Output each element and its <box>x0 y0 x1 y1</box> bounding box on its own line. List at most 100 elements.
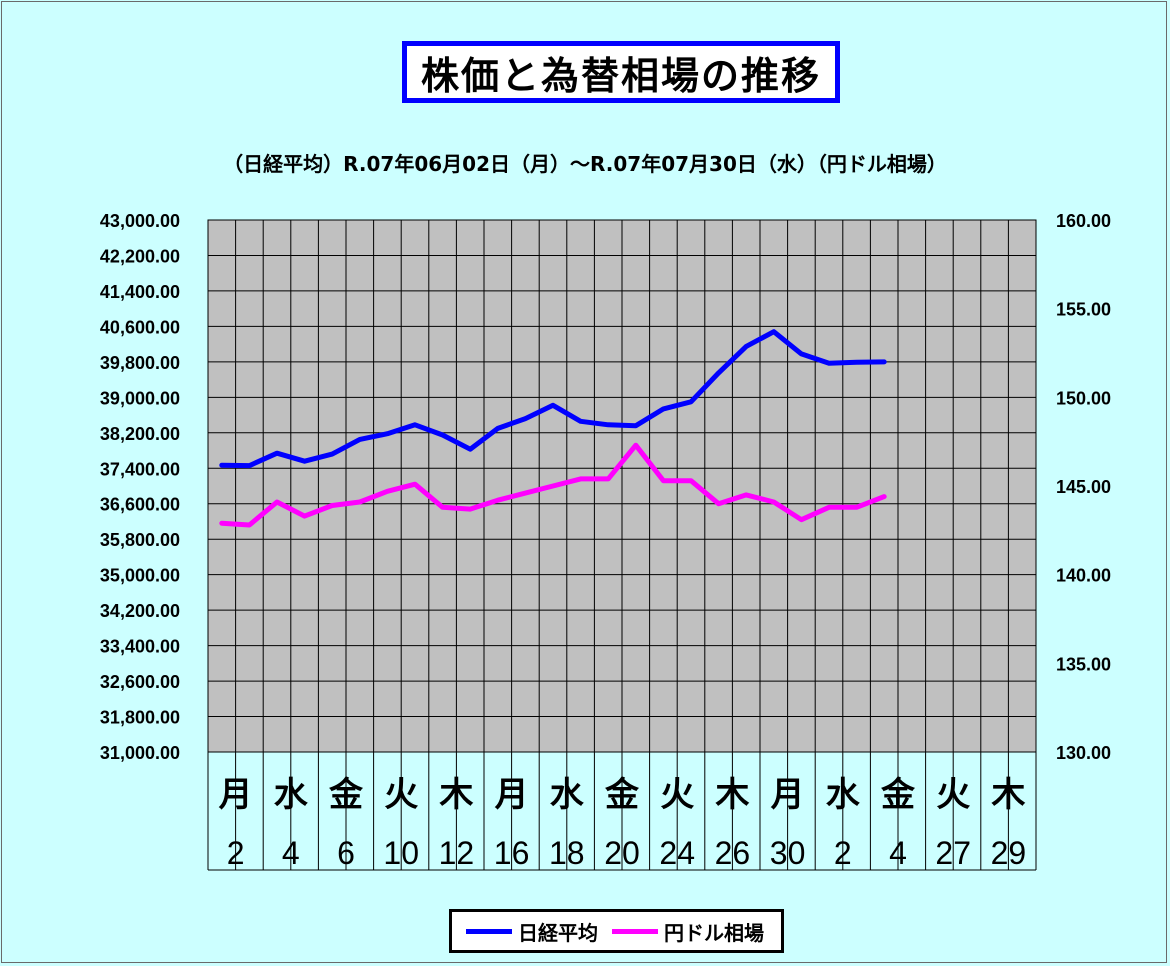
data-point-nikkei <box>523 417 527 421</box>
data-point-usdjpy <box>330 504 334 508</box>
data-point-nikkei <box>579 419 583 423</box>
y-left-tick-label: 39,000.00 <box>100 388 180 408</box>
y-left-tick-label: 32,600.00 <box>100 672 180 692</box>
y-left-tick-label: 38,200.00 <box>100 424 180 444</box>
data-point-usdjpy <box>413 482 417 486</box>
x-weekday-label: 月 <box>771 775 805 815</box>
x-weekday-label: 水 <box>550 775 585 815</box>
data-point-usdjpy <box>882 495 886 499</box>
data-point-nikkei <box>717 371 721 375</box>
data-point-nikkei <box>634 424 638 428</box>
legend-swatch-usdjpy <box>612 928 658 934</box>
y-right-tick-label: 130.00 <box>1056 743 1111 763</box>
y-right-tick-label: 140.00 <box>1056 566 1111 586</box>
chart-legend: 日経平均 円ドル相場 <box>449 909 784 953</box>
data-point-usdjpy <box>606 477 610 481</box>
x-date-label: 6 <box>337 835 355 871</box>
data-point-usdjpy <box>468 507 472 511</box>
data-point-nikkei <box>247 464 251 468</box>
data-point-usdjpy <box>220 521 224 525</box>
x-weekday-label: 水 <box>826 775 861 815</box>
x-weekday-label: 火 <box>660 775 694 815</box>
data-point-nikkei <box>303 459 307 463</box>
x-date-label: 16 <box>494 835 530 871</box>
data-point-usdjpy <box>303 514 307 518</box>
data-point-nikkei <box>882 360 886 364</box>
data-point-nikkei <box>441 433 445 437</box>
data-point-usdjpy <box>855 505 859 509</box>
x-weekday-label: 火 <box>384 775 418 815</box>
data-point-nikkei <box>358 437 362 441</box>
data-point-nikkei <box>855 360 859 364</box>
legend-label-nikkei: 日経平均 <box>518 920 598 945</box>
x-date-label: 18 <box>549 835 585 871</box>
y-left-tick-label: 31,000.00 <box>100 743 180 763</box>
data-point-usdjpy <box>441 505 445 509</box>
x-weekday-label: 木 <box>990 775 1025 815</box>
data-point-nikkei <box>220 463 224 467</box>
y-left-tick-label: 37,400.00 <box>100 459 180 479</box>
data-point-nikkei <box>496 426 500 430</box>
data-point-nikkei <box>827 361 831 365</box>
data-point-nikkei <box>385 432 389 436</box>
x-date-label: 29 <box>991 835 1027 871</box>
legend-label-usdjpy: 円ドル相場 <box>664 920 764 945</box>
x-date-label: 26 <box>715 835 751 871</box>
y-left-tick-label: 35,800.00 <box>100 530 180 550</box>
chart-subtitle: （日経平均）R.07年06月02日（月）～R.07年07月30日（水）（円ドル相… <box>223 152 947 176</box>
y-left-tick-label: 39,800.00 <box>100 353 180 373</box>
x-weekday-label: 金 <box>604 775 640 815</box>
data-point-usdjpy <box>799 518 803 522</box>
x-date-label: 27 <box>935 835 971 871</box>
data-point-usdjpy <box>523 491 527 495</box>
y-right-tick-label: 145.00 <box>1056 477 1111 497</box>
chart-title: 株価と為替相場の推移 <box>402 41 840 103</box>
x-weekday-label: 金 <box>880 775 916 815</box>
data-point-usdjpy <box>579 477 583 481</box>
data-point-nikkei <box>551 403 555 407</box>
legend-item-usdjpy: 円ドル相場 <box>612 917 764 946</box>
y-left-tick-label: 33,400.00 <box>100 637 180 657</box>
data-point-nikkei <box>606 423 610 427</box>
y-left-tick-label: 31,800.00 <box>100 708 180 728</box>
data-point-usdjpy <box>772 500 776 504</box>
y-left-tick-label: 41,400.00 <box>100 282 180 302</box>
data-point-nikkei <box>799 352 803 356</box>
data-point-usdjpy <box>661 479 665 483</box>
data-point-usdjpy <box>717 502 721 506</box>
data-point-nikkei <box>744 344 748 348</box>
data-point-nikkei <box>468 447 472 451</box>
y-right-tick-label: 150.00 <box>1056 388 1111 408</box>
data-point-nikkei <box>689 400 693 404</box>
data-point-usdjpy <box>385 489 389 493</box>
y-right-tick-label: 160.00 <box>1056 211 1111 231</box>
y-left-tick-label: 42,200.00 <box>100 246 180 266</box>
x-weekday-label: 月 <box>219 775 253 815</box>
data-point-usdjpy <box>827 505 831 509</box>
y-right-tick-label: 155.00 <box>1056 300 1111 320</box>
y-left-tick-label: 43,000.00 <box>100 211 180 231</box>
x-date-label: 30 <box>770 835 806 871</box>
x-weekday-label: 木 <box>714 775 749 815</box>
x-date-label: 4 <box>889 835 907 871</box>
data-point-usdjpy <box>744 493 748 497</box>
y-left-tick-label: 40,600.00 <box>100 317 180 337</box>
x-weekday-label: 木 <box>438 775 473 815</box>
x-date-label: 12 <box>439 835 475 871</box>
y-left-tick-label: 36,600.00 <box>100 495 180 515</box>
y-left-tick-label: 35,000.00 <box>100 566 180 586</box>
data-point-nikkei <box>661 407 665 411</box>
data-point-usdjpy <box>689 479 693 483</box>
x-weekday-label: 金 <box>328 775 364 815</box>
data-point-usdjpy <box>275 500 279 504</box>
x-date-label: 4 <box>282 835 300 871</box>
data-point-nikkei <box>330 452 334 456</box>
y-right-tick-label: 135.00 <box>1056 654 1111 674</box>
data-point-nikkei <box>275 451 279 455</box>
x-weekday-label: 火 <box>936 775 970 815</box>
x-date-label: 10 <box>383 835 419 871</box>
legend-item-nikkei: 日経平均 <box>466 917 598 946</box>
data-point-usdjpy <box>634 443 638 447</box>
legend-swatch-nikkei <box>466 928 512 934</box>
